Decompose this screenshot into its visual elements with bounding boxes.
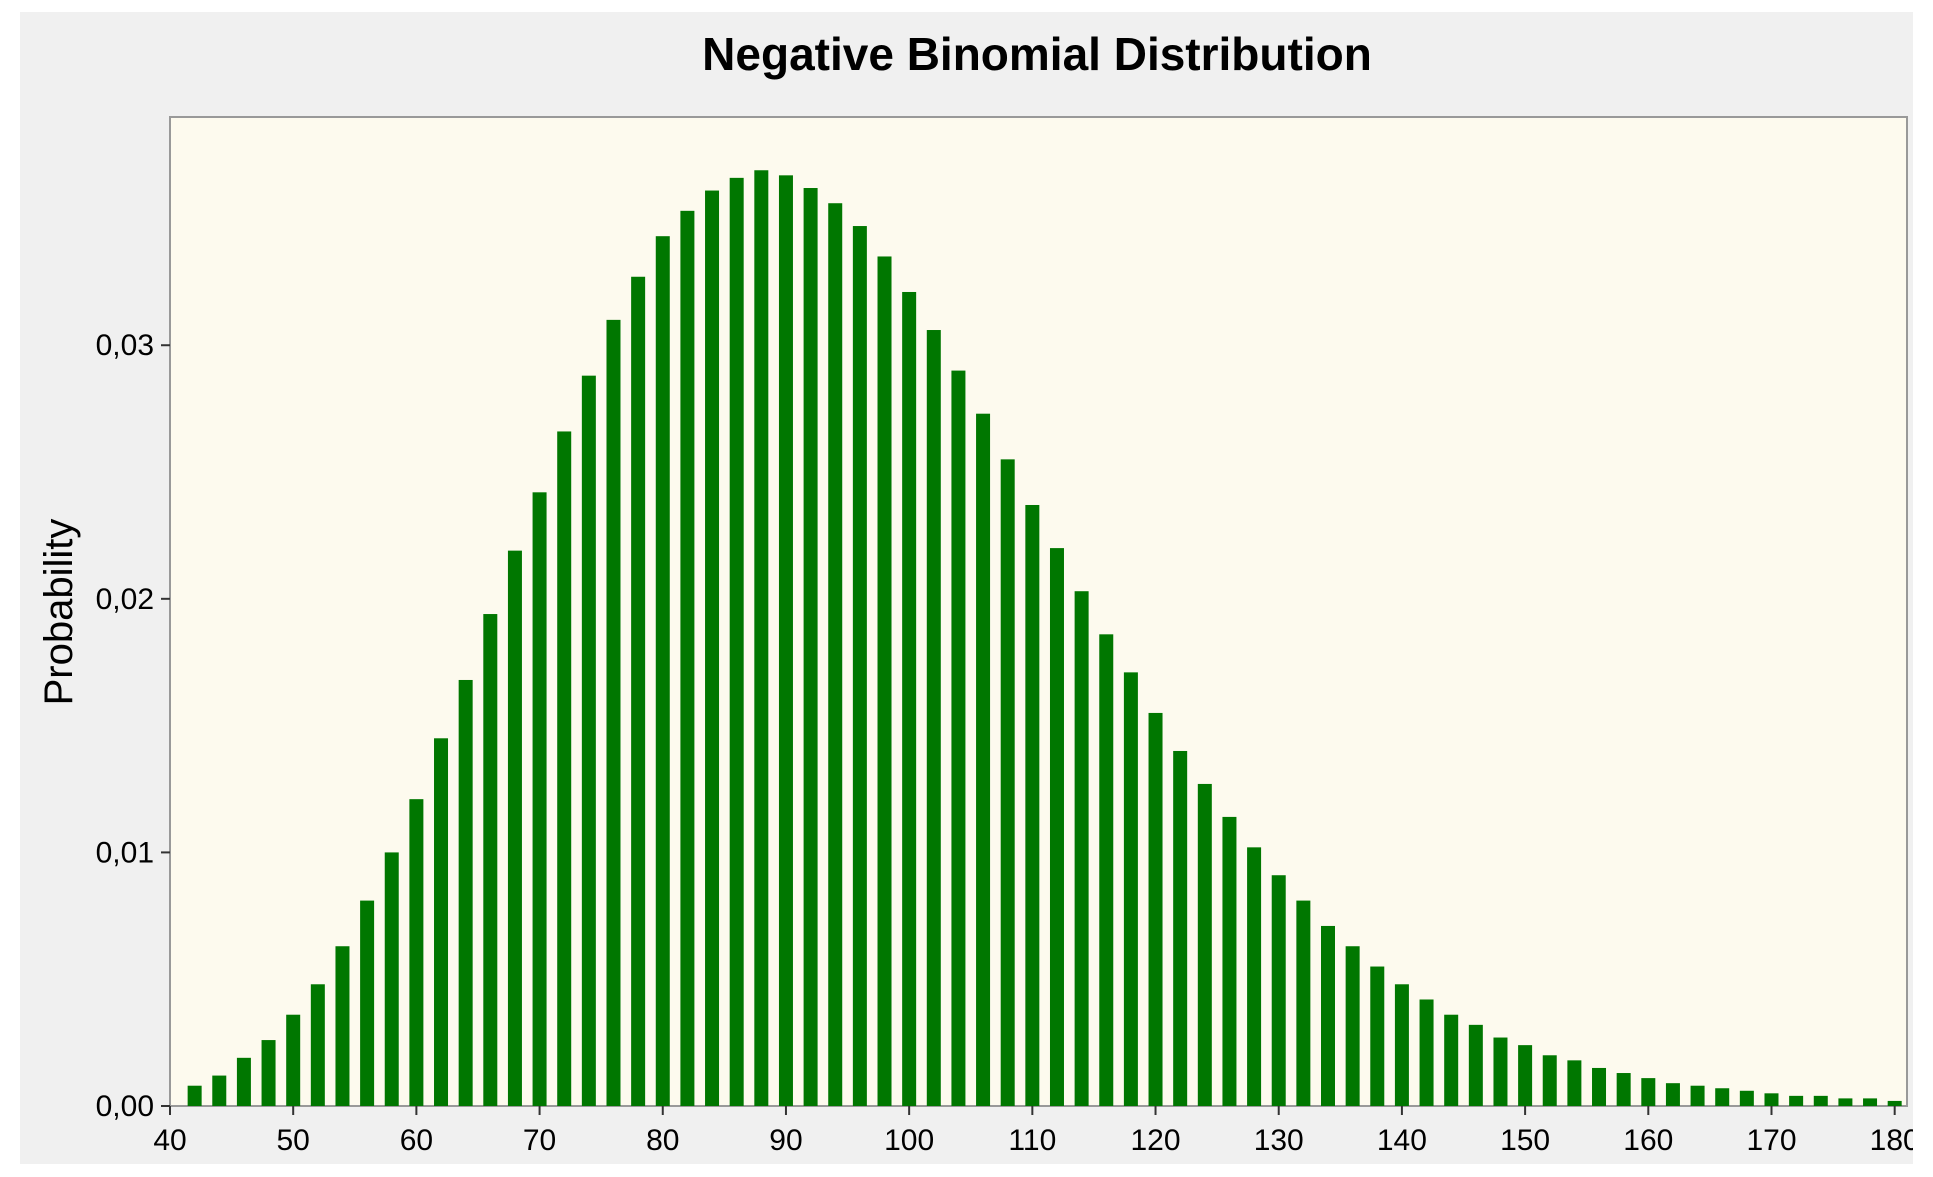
bar-x-46: [236, 1057, 251, 1106]
bar-x-70: [532, 492, 547, 1106]
bar-x-44: [212, 1075, 227, 1106]
bar-x-134: [1321, 925, 1335, 1106]
bar-x-128: [1247, 847, 1262, 1106]
y-axis: 0,00 0,01 0,02 0,03: [96, 329, 170, 1123]
bar-x-104: [951, 370, 966, 1107]
x-tick-label: 160: [1623, 1124, 1673, 1157]
x-tick-label: 170: [1746, 1124, 1796, 1157]
bar-x-108: [1000, 459, 1015, 1107]
bar-x-102: [926, 330, 941, 1106]
bar-x-42: [187, 1085, 202, 1106]
bar-x-72: [557, 431, 572, 1106]
bar-x-52: [310, 984, 325, 1106]
bar-x-118: [1123, 672, 1138, 1106]
bar-x-90: [778, 175, 793, 1106]
bar-x-96: [852, 226, 867, 1107]
bar-x-158: [1616, 1073, 1631, 1106]
x-tick-label: 150: [1500, 1124, 1550, 1157]
bar-x-50: [286, 1014, 301, 1106]
x-tick-label: 130: [1254, 1124, 1304, 1157]
x-axis: 40 50 60 70 80 90 100 110 120 130 140 150 160 170 180: [153, 1106, 1913, 1157]
bar-x-116: [1099, 634, 1114, 1106]
bar-x-58: [384, 852, 399, 1106]
bar-x-166: [1715, 1088, 1730, 1106]
bar-x-94: [828, 203, 843, 1107]
chart-svg: Negative Binomial Distribution 0,000,010…: [37, 28, 1913, 1157]
x-tick-label: 100: [884, 1124, 934, 1157]
bar-x-146: [1468, 1024, 1483, 1106]
bar-x-130: [1271, 875, 1286, 1106]
bar-x-152: [1542, 1055, 1557, 1106]
bar-x-122: [1173, 750, 1188, 1106]
x-tick-label: 90: [769, 1124, 802, 1157]
x-tick-label: 40: [153, 1124, 186, 1157]
y-tick-label: 0,00: [96, 1090, 154, 1123]
bar-x-178: [1863, 1098, 1878, 1106]
bar-x-74: [581, 375, 596, 1106]
y-tick-label: 0,01: [96, 836, 154, 869]
bar-x-150: [1518, 1045, 1533, 1106]
bar-series: [187, 170, 1902, 1107]
bar-x-168: [1739, 1090, 1754, 1106]
bar-x-82: [680, 210, 695, 1106]
y-axis-label: Probability: [37, 519, 81, 706]
y-tick-label: 0,03: [96, 329, 154, 362]
bar-x-76: [606, 319, 621, 1106]
bar-x-60: [409, 799, 424, 1106]
bar-x-114: [1074, 591, 1089, 1106]
x-tick-label: 80: [646, 1124, 679, 1157]
x-tick-label: 140: [1377, 1124, 1427, 1157]
bar-x-144: [1444, 1014, 1459, 1106]
bar-x-180: [1887, 1100, 1902, 1106]
bar-x-54: [335, 946, 350, 1106]
x-tick-label: 110: [1008, 1124, 1056, 1157]
chart-title: Negative Binomial Distribution: [702, 28, 1372, 80]
x-tick-label: 50: [277, 1124, 310, 1157]
bar-x-136: [1345, 946, 1360, 1106]
bar-x-124: [1197, 783, 1212, 1106]
bar-x-142: [1419, 999, 1434, 1106]
bar-x-174: [1813, 1095, 1828, 1106]
bar-x-120: [1148, 712, 1163, 1106]
bar-x-68: [507, 550, 522, 1106]
bar-x-56: [360, 900, 375, 1106]
bar-x-88: [754, 170, 769, 1106]
bar-x-126: [1222, 816, 1237, 1106]
bar-x-92: [803, 188, 818, 1106]
bar-x-78: [631, 276, 646, 1106]
x-tick-label: 70: [523, 1124, 556, 1157]
bar-x-156: [1592, 1067, 1607, 1106]
bar-x-154: [1567, 1060, 1582, 1106]
x-tick-label: 60: [400, 1124, 433, 1157]
bar-x-176: [1838, 1098, 1853, 1106]
bar-x-66: [483, 614, 498, 1106]
bar-x-160: [1641, 1078, 1656, 1106]
bar-x-138: [1370, 966, 1385, 1106]
bar-x-132: [1296, 900, 1311, 1106]
bar-x-110: [1025, 504, 1040, 1106]
bar-x-86: [729, 177, 744, 1107]
bar-x-84: [705, 190, 720, 1107]
bar-x-64: [458, 679, 473, 1106]
chart-frame: Negative Binomial Distribution 0,00 0,01 0…: [20, 12, 1913, 1164]
bar-x-48: [261, 1040, 276, 1106]
bar-x-98: [877, 256, 892, 1107]
bar-x-112: [1049, 548, 1064, 1106]
bar-x-162: [1665, 1083, 1680, 1106]
bar-x-170: [1764, 1093, 1779, 1106]
x-tick-label: 180: [1870, 1124, 1913, 1157]
x-tick-label: 120: [1131, 1124, 1181, 1157]
bar-x-62: [434, 738, 449, 1106]
bar-x-80: [655, 236, 670, 1106]
bar-x-164: [1690, 1085, 1705, 1106]
y-tick-label: 0,02: [96, 583, 154, 616]
bar-x-100: [902, 291, 917, 1107]
bar-x-172: [1789, 1095, 1804, 1106]
bar-x-140: [1394, 984, 1409, 1106]
bar-x-148: [1493, 1037, 1508, 1106]
bar-x-106: [976, 413, 991, 1106]
